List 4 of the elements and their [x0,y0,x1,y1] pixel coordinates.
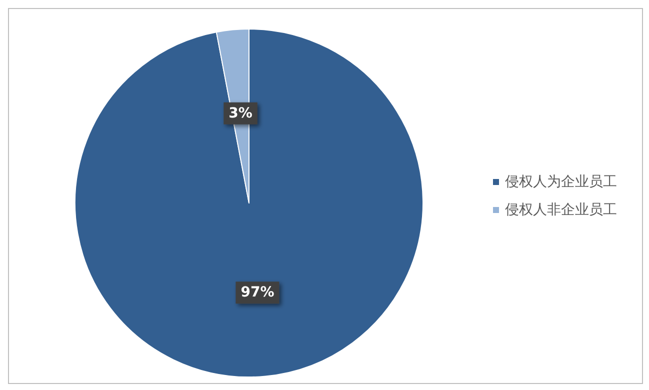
data-label: 3% [228,105,252,122]
legend-label: 侵权人为企业员工 [505,174,617,190]
legend-label: 侵权人非企业员工 [505,202,617,218]
data-label: 97% [240,284,274,301]
